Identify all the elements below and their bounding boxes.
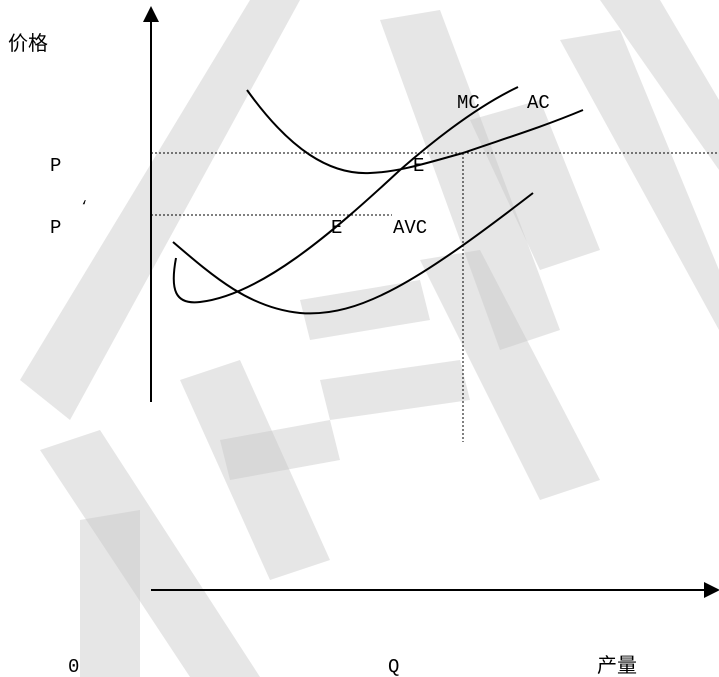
- y-axis-label: 价格: [8, 31, 48, 55]
- ac-label: AC: [527, 92, 550, 114]
- avc-curve: [172, 192, 534, 315]
- e-lower-label: E: [331, 217, 342, 239]
- avc-label: AVC: [393, 217, 427, 239]
- p-prime-label: P: [50, 217, 61, 239]
- mc-label: MC: [457, 92, 480, 114]
- e-upper-label: E: [413, 155, 424, 177]
- watermark: [20, 0, 719, 677]
- origin-label: 0: [68, 656, 79, 677]
- ac-curve: [246, 89, 584, 175]
- q-label: Q: [388, 656, 399, 677]
- x-axis-label: 产量: [597, 653, 637, 677]
- mc-curve: [172, 86, 519, 304]
- p-label: P: [50, 155, 61, 177]
- p-prime-mark: ‘: [80, 199, 88, 215]
